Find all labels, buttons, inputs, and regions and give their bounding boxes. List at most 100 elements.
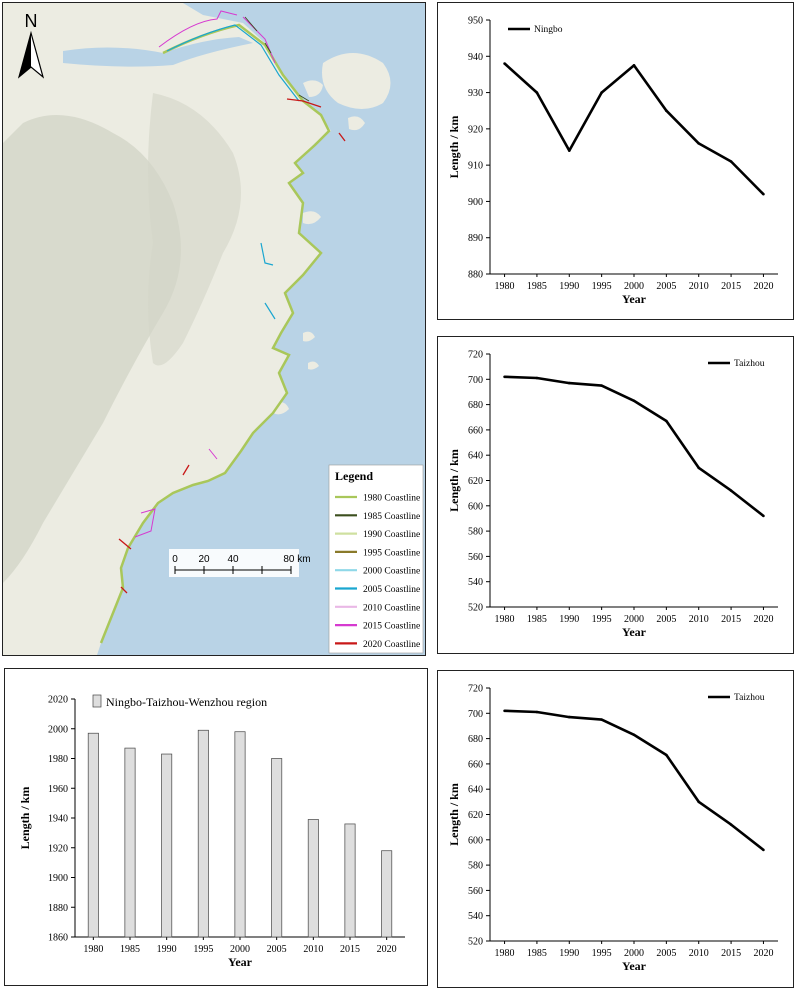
data-point [567,149,571,152]
hill-area [148,93,241,366]
y-tick-label: 2000 [48,724,68,735]
map-legend: Legend 1980 Coastline 1985 Coastline 1990 … [328,464,424,654]
x-axis-label: Year [622,959,647,973]
legend-label: 2005 Coastline [363,585,420,595]
coastline-1980 [99,23,331,644]
x-tick-label: 2015 [721,281,741,292]
y-tick-label: 600 [468,835,483,846]
data-point [600,384,603,387]
data-point [567,715,571,719]
region-bar-chart: 1860 1880 1900 1920 1940 1960 1980 2000 2020 1980… [18,695,405,969]
bar [381,850,393,938]
x-tick-label: 2015 [721,948,741,959]
series-line [503,62,765,196]
y-tick-label: 890 [468,233,483,244]
chart-panel-ningbo: 880 890 900 910 920 930 940 950 1980 1985 1990 1995… [437,2,794,320]
bar [271,758,283,938]
bar [234,731,246,938]
data-point [567,381,571,385]
estuary-water [63,37,253,67]
legend-label: 1980 Coastline [363,494,420,504]
island [303,211,321,225]
legend-label: 1985 Coastline [363,512,420,522]
y-tick-label: 1880 [48,903,68,914]
north-label: N [25,11,38,31]
chart-panel-region: 1860 1880 1900 1920 1940 1960 1980 2000 2020 1980… [4,668,428,986]
x-tick-label: 2010 [303,944,323,955]
x-tick-label: 2020 [753,948,773,959]
data-point [503,375,506,379]
data-point [535,710,539,714]
island [273,401,289,415]
x-tick-label: 1995 [592,281,612,292]
y-tick-label: 1960 [48,784,68,795]
y-tick-label: 720 [468,350,483,361]
legend-label: Ningbo [534,25,563,35]
north-arrow: N [17,11,45,79]
hill-area [3,115,181,583]
y-tick-label: 900 [468,197,483,208]
taizhou-line-chart-2: 520 540 560 580 600 620 640 660 680 700 720 1980 198… [447,684,778,973]
legend-label: 1995 Coastline [363,548,420,558]
y-axis-label: Length / km [447,449,461,512]
y-tick-label: 950 [468,16,483,27]
data-point [535,91,539,94]
y-tick-label: 680 [468,734,483,745]
map-panel: N 0 20 40 80 km Legend 1980 Coastline 198… [2,2,426,656]
y-tick-label: 640 [468,785,483,796]
y-tick-label: 580 [468,527,483,538]
x-tick-label: 1980 [495,614,515,625]
data-point [665,419,668,423]
x-tick-label: 2000 [624,948,644,959]
x-tick-label: 2015 [340,944,360,955]
legend-label: Ningbo-Taizhou-Wenzhou region [106,695,267,709]
y-tick-label: 700 [468,375,483,386]
x-tick-label: 1990 [559,948,579,959]
bar [161,753,173,938]
island [303,80,323,97]
x-tick-label: 2005 [656,614,676,625]
coastline-2015 [134,10,276,538]
legend-label: 2015 Coastline [363,622,420,632]
bar [124,747,136,938]
x-tick-label: 1990 [559,281,579,292]
data-point [503,62,506,65]
data-point [762,848,765,852]
data-point [535,376,539,380]
y-tick-label: 520 [468,937,483,948]
data-point [665,753,668,757]
legend-items: 1980 Coastline 1985 Coastline 1990 Coastli… [335,494,420,650]
legend-label: 2000 Coastline [363,567,420,577]
y-tick-label: 580 [468,861,483,872]
y-tick-label: 1980 [48,754,68,765]
y-tick-label: 910 [468,161,483,172]
series-line [504,709,765,851]
x-tick-label: 1995 [592,948,612,959]
coastline-1985 [244,16,310,102]
scale-bar-background [169,549,299,577]
series-line [504,375,765,517]
scale-label: 20 [198,554,210,565]
x-tick-label: 2000 [624,281,644,292]
x-tick-label: 1980 [83,944,103,955]
x-tick-label: 1980 [495,948,515,959]
legend-label: Taizhou [734,359,765,369]
y-tick-label: 600 [468,501,483,512]
y-tick-label: 1920 [48,843,68,854]
x-tick-label: 2005 [656,948,676,959]
island [322,53,391,109]
x-tick-label: 1985 [527,614,547,625]
legend-title: Legend [335,469,373,483]
y-tick-label: 1860 [48,933,68,944]
x-tick-label: 2010 [689,948,709,959]
scale-label: 80 km [283,554,310,565]
scale-label: 40 [227,554,239,565]
island [308,361,319,370]
x-tick-label: 2020 [377,944,397,955]
y-tick-label: 620 [468,476,483,487]
island [303,331,315,342]
y-tick-label: 880 [468,270,483,281]
coastline-map: N 0 20 40 80 km Legend 1980 Coastline198… [3,3,425,655]
data-point [729,160,733,163]
chart-panel-taizhou-2: 520 540 560 580 600 620 640 660 680 700 720 1980 198… [437,670,794,988]
